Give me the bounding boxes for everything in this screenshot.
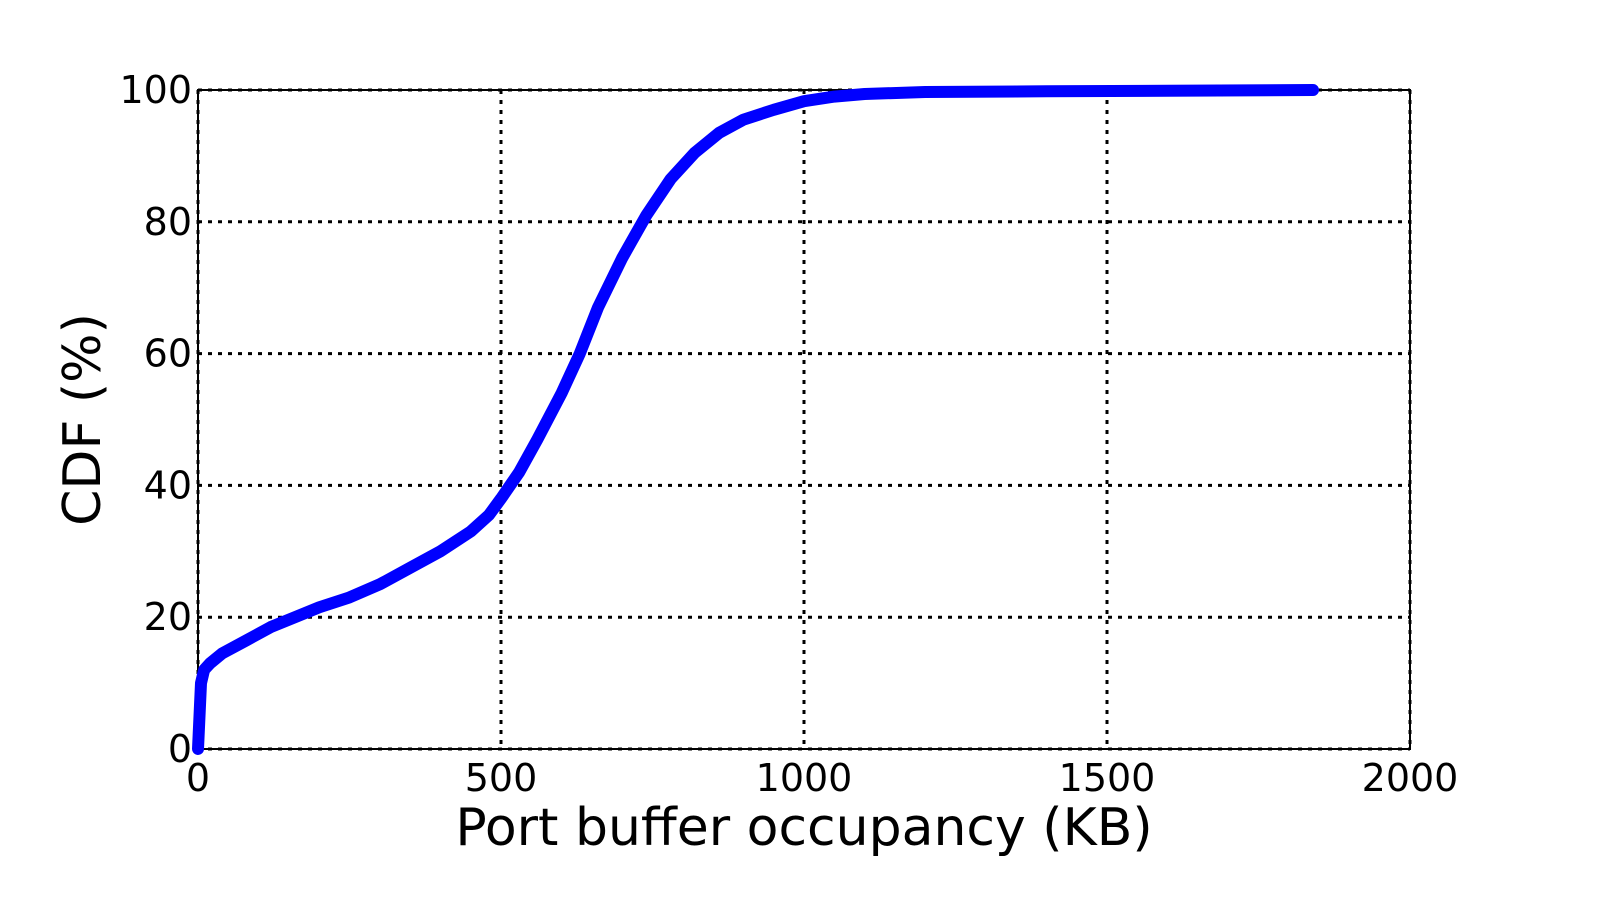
y-tick-label-3: 60 — [144, 332, 192, 376]
x-tick-label-0: 0 — [186, 756, 210, 800]
y-tick-label-5: 100 — [119, 68, 192, 112]
y-tick-label-1: 20 — [144, 595, 192, 639]
x-axis-label: Port buffer occupancy (KB) — [455, 798, 1152, 858]
x-tick-label-3: 1500 — [1059, 756, 1156, 800]
x-tick-label-1: 500 — [465, 756, 538, 800]
x-axis-ticks: 0 500 1000 1500 2000 — [186, 756, 1458, 800]
y-axis-label: CDF (%) — [53, 313, 113, 526]
y-tick-label-4: 80 — [144, 200, 192, 244]
y-axis-ticks: 0 20 40 60 80 100 — [119, 68, 192, 771]
y-tick-label-0: 0 — [168, 727, 192, 771]
grid-lines — [196, 88, 1412, 751]
plot-area-frame — [197, 89, 1411, 750]
y-tick-label-2: 40 — [144, 463, 192, 507]
cdf-series-line — [192, 84, 1319, 755]
x-tick-label-4: 2000 — [1362, 756, 1459, 800]
x-tick-label-2: 1000 — [756, 756, 853, 800]
